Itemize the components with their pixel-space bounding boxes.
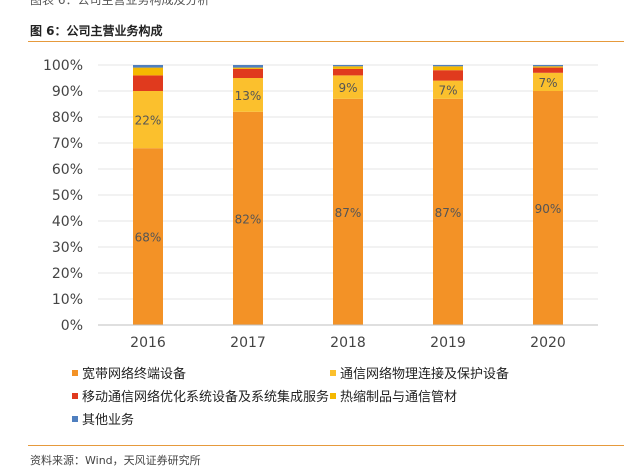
legend-item: 热缩制品与通信管材 xyxy=(330,386,457,405)
bar-segment xyxy=(333,75,363,99)
bottom-rule xyxy=(28,445,624,446)
data-label: 68% xyxy=(135,231,162,245)
top-rule xyxy=(28,41,624,42)
bar-segment xyxy=(133,65,163,68)
legend-label: 通信网络物理连接及保护设备 xyxy=(340,367,510,382)
legend-item: 通信网络物理连接及保护设备 xyxy=(330,363,509,382)
legend-label: 宽带网络终端设备 xyxy=(82,367,187,382)
bar-segment xyxy=(533,66,563,68)
legend-swatch xyxy=(72,369,78,376)
data-label: 13% xyxy=(235,89,262,103)
data-label: 82% xyxy=(235,212,262,226)
bar-segment xyxy=(433,65,463,67)
x-tick-label: 2018 xyxy=(330,335,366,351)
legend-item: 移动通信网络优化系统设备及系统集成服务 xyxy=(72,386,329,405)
source-note: 资料来源：Wind，天风证券研究所 xyxy=(30,454,201,467)
bar-segment xyxy=(133,148,163,325)
y-tick-label: 80% xyxy=(52,110,83,126)
bar-segment xyxy=(433,80,463,99)
y-tick-label: 50% xyxy=(52,188,83,204)
y-tick-label: 60% xyxy=(52,162,83,178)
y-tick-label: 100% xyxy=(43,58,83,74)
bar-segment xyxy=(233,111,263,325)
y-tick-label: 0% xyxy=(61,318,83,334)
y-tick-label: 70% xyxy=(52,136,83,152)
bar-stacks xyxy=(133,65,563,325)
data-label: 9% xyxy=(338,81,357,95)
figure-title: 图 6：公司主营业务构成 xyxy=(30,24,163,38)
y-axis-tick-labels: 0% 10% 20% 30% 40% 50% 60% 70% 80% 90% 100% xyxy=(43,58,83,334)
bar-segment xyxy=(133,75,163,91)
bar-segment xyxy=(433,98,463,325)
data-labels: 68% 22% 82% 13% 87% 9% 87% 7% 90% 7% xyxy=(135,76,562,245)
bar-segment xyxy=(333,98,363,325)
x-tick-label: 2016 xyxy=(130,335,166,351)
bar-segment xyxy=(133,91,163,149)
bar-segment xyxy=(533,65,563,67)
x-axis-tick-labels: 2016 2017 2018 2019 2020 xyxy=(130,335,566,351)
bar-segment xyxy=(233,78,263,112)
bar-segment xyxy=(533,91,563,325)
data-label: 7% xyxy=(438,84,457,98)
bar-segment xyxy=(433,70,463,81)
bar-segment xyxy=(233,65,263,68)
y-tick-label: 90% xyxy=(52,84,83,100)
data-label: 87% xyxy=(435,206,462,220)
legend-item: 其他业务 xyxy=(72,409,134,428)
bar-segment xyxy=(433,66,463,71)
legend-item: 宽带网络终端设备 xyxy=(72,363,186,382)
cropped-previous-text: 图表 6：公司主营业务构成及分析 xyxy=(30,0,390,6)
x-tick-label: 2020 xyxy=(530,335,566,351)
legend-label: 其他业务 xyxy=(82,413,135,428)
data-label: 90% xyxy=(535,202,562,216)
x-tick-label: 2019 xyxy=(430,335,466,351)
y-tick-label: 40% xyxy=(52,214,83,230)
y-tick-label: 20% xyxy=(52,266,83,282)
legend-swatch xyxy=(330,369,336,376)
data-label: 22% xyxy=(135,114,162,128)
y-tick-label: 30% xyxy=(52,240,83,256)
bar-segment xyxy=(233,68,263,78)
data-label: 7% xyxy=(538,76,557,90)
legend-label: 移动通信网络优化系统设备及系统集成服务 xyxy=(82,390,330,405)
y-tick-label: 10% xyxy=(52,292,83,308)
bar-segment xyxy=(333,66,363,69)
legend-swatch xyxy=(330,392,336,399)
bar-segment xyxy=(533,72,563,91)
bar-segment xyxy=(333,68,363,76)
bar-segment xyxy=(133,67,163,76)
legend-label: 热缩制品与通信管材 xyxy=(340,390,458,405)
legend-swatch xyxy=(72,392,78,399)
legend-swatch xyxy=(72,415,78,422)
bar-segment xyxy=(333,65,363,67)
bar-segment xyxy=(533,67,563,73)
x-tick-label: 2017 xyxy=(230,335,266,351)
data-label: 87% xyxy=(335,206,362,220)
bar-segment xyxy=(233,67,263,69)
